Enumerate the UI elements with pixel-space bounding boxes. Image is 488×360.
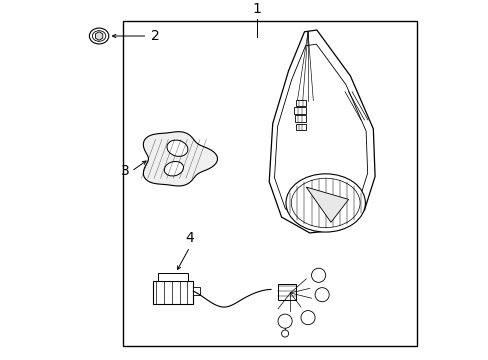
Bar xyxy=(295,123,305,130)
Ellipse shape xyxy=(164,161,183,176)
Ellipse shape xyxy=(89,28,108,44)
Bar xyxy=(293,107,305,114)
Bar xyxy=(193,287,199,296)
Circle shape xyxy=(300,311,314,325)
Text: 3: 3 xyxy=(121,164,129,178)
Text: 2: 2 xyxy=(151,29,160,43)
Bar xyxy=(122,21,417,346)
Circle shape xyxy=(278,314,291,328)
Ellipse shape xyxy=(167,140,187,156)
Bar xyxy=(294,116,305,122)
Bar xyxy=(158,273,188,280)
Circle shape xyxy=(311,268,325,282)
Polygon shape xyxy=(143,132,217,186)
Text: 4: 4 xyxy=(185,231,194,245)
Ellipse shape xyxy=(92,31,105,41)
Polygon shape xyxy=(95,32,102,40)
Bar xyxy=(295,99,305,106)
Circle shape xyxy=(281,330,288,337)
Bar xyxy=(278,284,295,300)
Polygon shape xyxy=(269,30,374,233)
Ellipse shape xyxy=(285,174,365,232)
Bar xyxy=(152,280,193,303)
Circle shape xyxy=(314,288,328,302)
Text: 1: 1 xyxy=(252,2,261,16)
Polygon shape xyxy=(305,187,348,222)
